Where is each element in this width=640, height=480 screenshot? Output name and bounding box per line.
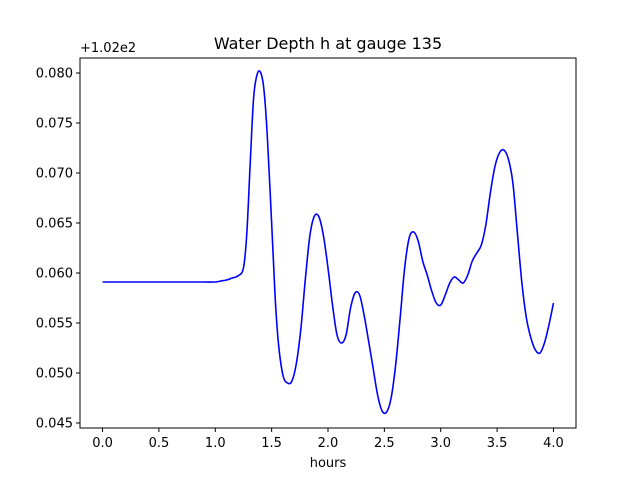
y-tick-label: 0.060 [36,267,73,282]
y-tick-label: 0.075 [36,117,73,132]
y-tick-label: 0.045 [36,417,73,432]
y-tick-label: 0.070 [36,167,73,182]
plot-area [102,70,555,415]
x-axis: 0.0 0.5 1.0 1.5 2.0 2.5 3.0 3.5 4.0 [92,428,564,451]
x-tick-label: 0.5 [149,436,170,451]
y-tick-label: 0.080 [36,67,73,82]
x-tick-label: 0.0 [92,436,113,451]
series-line [102,70,555,415]
x-tick-label: 1.5 [261,436,282,451]
y-axis-offset-label: +1.02e2 [80,41,136,56]
x-tick-label: 2.5 [374,436,395,451]
x-tick-label: 3.5 [487,436,508,451]
y-tick-label: 0.065 [36,217,73,232]
x-tick-label: 4.0 [543,436,564,451]
y-tick-label: 0.050 [36,367,73,382]
y-axis: 0.045 0.050 0.055 0.060 0.065 0.070 0.075 0.080 [36,67,80,432]
x-tick-label: 2.0 [318,436,339,451]
x-tick-label: 1.0 [205,436,226,451]
x-tick-label: 3.0 [430,436,451,451]
y-tick-label: 0.055 [36,317,73,332]
x-axis-label: hours [310,456,347,471]
chart-title: Water Depth h at gauge 135 [214,34,442,53]
